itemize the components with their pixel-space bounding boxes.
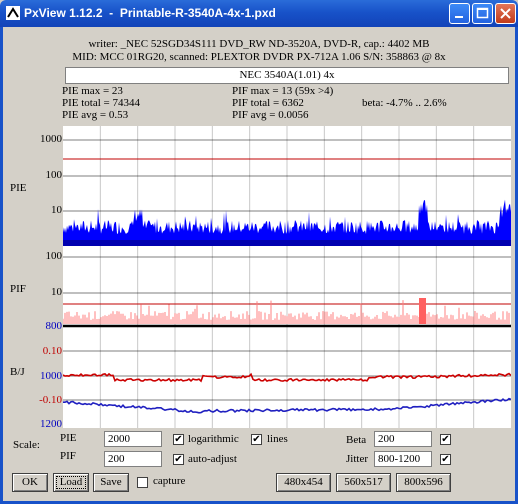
logarithmic-label: logarithmic (188, 433, 239, 445)
pie-area (63, 199, 511, 245)
jitter-scale-input[interactable]: 800-1200 (374, 451, 432, 467)
pif-scale-input[interactable]: 200 (104, 451, 162, 467)
size-560x517-button[interactable]: 560x517 (336, 473, 391, 492)
pie-axis-label: PIE (10, 182, 27, 194)
pie-tick-10: 10 (51, 204, 62, 216)
ok-button[interactable]: OK (12, 473, 48, 492)
pif-spike (419, 298, 426, 324)
beta-scale-label: Beta (346, 434, 367, 446)
jitter-checkbox[interactable]: ✔ (440, 454, 451, 465)
beta-jitter-series (63, 372, 511, 414)
maximize-icon (476, 7, 489, 19)
disc-name-box: NEC 3540A(1.01) 4x (65, 67, 509, 84)
bj-axis-label: B/J (10, 366, 25, 378)
pie-tick-1000: 1000 (40, 133, 62, 145)
beta-tick-0.10: 0.10 (42, 345, 62, 357)
window-frame (0, 27, 518, 504)
pif-total: PIF total = 6362 (232, 97, 304, 109)
title-bar[interactable]: PxView 1.12.2 - Printable-R-3540A-4x-1.p… (0, 0, 518, 27)
scan-chart (63, 126, 511, 428)
pie-avg: PIE avg = 0.53 (62, 109, 129, 121)
app-icon (6, 6, 20, 20)
pif-series (63, 298, 510, 324)
lines-checkbox[interactable]: ✔ (251, 434, 262, 445)
auto-adjust-checkbox[interactable]: ✔ (173, 454, 184, 465)
maximize-button[interactable] (472, 3, 493, 24)
minimize-button[interactable] (449, 3, 470, 24)
jitter-tick-800: 800 (45, 320, 63, 332)
window-title: PxView 1.12.2 - Printable-R-3540A-4x-1.p… (24, 6, 276, 20)
close-icon (500, 8, 511, 19)
chart-grid (63, 126, 511, 428)
pie-total: PIE total = 74344 (62, 97, 141, 109)
mid-info: MID: MCC 01RG20, scanned: PLEXTOR DVDR P… (72, 51, 446, 63)
pif-max: PIF max = 13 (59x >4) (232, 85, 334, 97)
pif-tick-10: 10 (51, 286, 62, 298)
beta-trace (63, 372, 511, 383)
size-800x596-button[interactable]: 800x596 (396, 473, 451, 492)
close-button[interactable] (495, 3, 516, 24)
beta-scale-input[interactable]: 200 (374, 431, 432, 447)
minimize-icon (455, 16, 463, 18)
pie-scale-input[interactable]: 2000 (104, 431, 162, 447)
capture-checkbox[interactable] (137, 477, 148, 488)
lines-label: lines (267, 433, 288, 445)
load-button[interactable]: Load (53, 473, 89, 492)
auto-adjust-label: auto-adjust (188, 453, 237, 465)
pif-axis-label: PIF (10, 283, 26, 295)
pif-avg: PIF avg = 0.0056 (232, 109, 309, 121)
pie-max: PIE max = 23 (62, 85, 123, 97)
scale-pif-label: PIF (60, 450, 76, 462)
jitter-scale-label: Jitter (346, 453, 368, 465)
save-button[interactable]: Save (93, 473, 129, 492)
jitter-tick-1200: 1200 (40, 418, 62, 430)
scale-label: Scale: (13, 439, 40, 451)
writer-info: writer: _NEC 52SGD34S111 DVD_RW ND-3520A… (88, 38, 430, 50)
size-480x454-button[interactable]: 480x454 (276, 473, 331, 492)
scale-pie-label: PIE (60, 432, 77, 444)
beta-range: beta: -4.7% .. 2.6% (362, 97, 447, 109)
jitter-trace (63, 397, 511, 414)
pie-baseline (63, 240, 511, 246)
pie-tick-100: 100 (45, 169, 63, 181)
beta-tick-minus-0.10: -0.10 (39, 394, 62, 406)
logarithmic-checkbox[interactable]: ✔ (173, 434, 184, 445)
pie-series (63, 199, 511, 246)
capture-label: capture (153, 475, 186, 487)
pif-tick-100: 100 (45, 250, 63, 262)
jitter-tick-1000: 1000 (40, 370, 62, 382)
beta-checkbox[interactable]: ✔ (440, 434, 451, 445)
